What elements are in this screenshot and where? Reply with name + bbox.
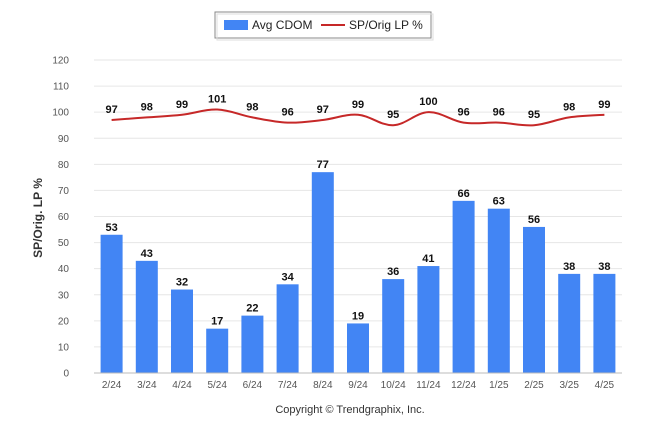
line-value-label: 99: [176, 99, 188, 111]
y-tick-label: 40: [58, 264, 70, 275]
x-tick-label: 9/24: [348, 380, 368, 391]
legend-bar-label: Avg CDOM: [252, 18, 312, 32]
line-value-label: 101: [208, 94, 226, 106]
bar: [523, 226, 545, 373]
x-tick-label: 8/24: [313, 380, 333, 391]
y-tick-label: 20: [58, 316, 70, 327]
bar: [135, 260, 158, 373]
bar: [206, 328, 229, 373]
line-value-label: 97: [317, 104, 329, 116]
line-value-label: 95: [387, 109, 399, 121]
x-tick-label: 7/24: [278, 380, 298, 391]
x-tick-label: 4/24: [172, 380, 192, 391]
line-value-label: 99: [598, 99, 610, 111]
line-value-label: 98: [246, 101, 258, 113]
bar-value-label: 63: [493, 196, 505, 208]
bar-value-label: 41: [422, 253, 434, 265]
bar: [593, 273, 616, 373]
y-tick-label: 30: [58, 290, 70, 301]
x-tick-label: 3/24: [137, 380, 157, 391]
bar: [241, 315, 264, 373]
legend-line-label: SP/Orig LP %: [349, 18, 423, 32]
bar-value-label: 19: [352, 310, 364, 322]
copyright-footer: Copyright © Trendgraphix, Inc.: [275, 404, 424, 416]
bar-value-label: 66: [457, 188, 469, 200]
y-axis-ticks: 0 10 20 30 40 50 60 70 80 90 100 110 120: [52, 56, 69, 380]
x-axis-ticks: 2/24 3/24 4/24 5/24 6/24 7/24 8/24 9/24 10/24 11/…: [102, 380, 615, 391]
bar-value-label: 36: [387, 266, 399, 278]
bar-data-labels: 53 43 32 17 22 34 77 19 36 41 66 63 56 38 38: [105, 159, 610, 327]
x-tick-label: 12/24: [451, 380, 476, 391]
bar-value-label: 17: [211, 316, 223, 328]
bar-value-label: 38: [598, 261, 610, 273]
y-tick-label: 110: [53, 82, 69, 93]
bar: [276, 284, 299, 373]
bar: [311, 172, 334, 373]
y-tick-label: 120: [52, 56, 69, 67]
line-value-label: 100: [419, 96, 437, 108]
y-tick-label: 70: [58, 186, 70, 197]
bar: [347, 323, 369, 373]
bar-series: [100, 172, 616, 373]
line-value-label: 97: [105, 104, 117, 116]
bar-value-label: 34: [281, 271, 294, 283]
bar: [171, 289, 193, 373]
x-tick-label: 2/24: [102, 380, 122, 391]
bar: [382, 279, 405, 373]
y-tick-label: 100: [52, 108, 69, 119]
bar-value-label: 32: [176, 277, 188, 289]
y-tick-label: 80: [58, 160, 70, 171]
y-tick-label: 0: [63, 369, 69, 380]
line-value-label: 98: [563, 101, 575, 113]
line-data-labels: 97 98 99 101 98 96 97 99 95 100 96 96 95 98 99: [105, 94, 610, 122]
line-value-label: 98: [141, 101, 153, 113]
bar: [417, 266, 440, 373]
y-tick-label: 50: [58, 238, 70, 249]
bar-value-label: 56: [528, 214, 540, 226]
x-tick-label: 11/24: [416, 380, 441, 391]
legend: Avg CDOM SP/Orig LP %: [214, 11, 434, 41]
x-tick-label: 4/25: [595, 380, 615, 391]
bar: [452, 200, 475, 373]
y-axis-title: SP/Orig. LP %: [31, 178, 45, 258]
bar-value-label: 43: [141, 248, 153, 260]
bar: [487, 208, 510, 373]
bar-value-label: 77: [317, 159, 329, 171]
line-series: [111, 108, 605, 127]
line-value-label: 96: [281, 107, 293, 119]
line-path: [111, 108, 605, 127]
x-tick-label: 10/24: [381, 380, 406, 391]
line-value-label: 96: [457, 107, 469, 119]
bar-value-label: 22: [246, 303, 258, 315]
legend-bar-swatch: [224, 20, 248, 30]
bar-value-label: 38: [563, 261, 575, 273]
bar-value-label: 53: [105, 222, 117, 234]
line-value-label: 96: [493, 107, 505, 119]
x-tick-label: 1/25: [489, 380, 509, 391]
x-tick-label: 2/25: [524, 380, 544, 391]
line-value-label: 99: [352, 99, 364, 111]
x-tick-label: 6/24: [243, 380, 263, 391]
legend-shadow: [216, 13, 434, 41]
x-tick-label: 3/25: [559, 380, 579, 391]
bar: [558, 273, 581, 373]
x-tick-label: 5/24: [207, 380, 227, 391]
bar: [100, 234, 123, 373]
y-tick-label: 90: [58, 134, 70, 145]
y-tick-label: 60: [58, 212, 70, 223]
line-value-label: 95: [528, 109, 540, 121]
y-tick-label: 10: [58, 342, 70, 353]
